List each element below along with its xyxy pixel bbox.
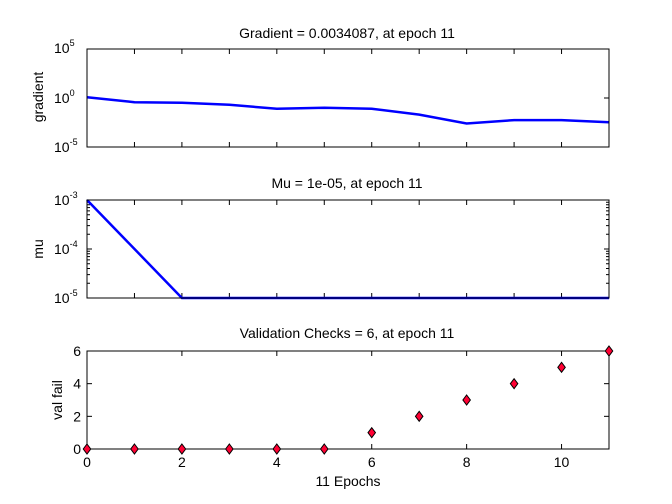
validation-point xyxy=(272,443,282,455)
x-tick-label: 10 xyxy=(554,454,570,470)
validation-point xyxy=(319,443,329,455)
gradient-series-line xyxy=(86,95,610,125)
gradient-title: Gradient = 0.0034087, at epoch 11 xyxy=(239,25,455,41)
validation-axes-box xyxy=(86,350,610,450)
validation-point xyxy=(367,426,377,439)
mu-ylabel: mu xyxy=(30,239,46,258)
x-tick-label: 8 xyxy=(463,454,471,470)
gradient-tick-marks xyxy=(86,48,610,148)
gradient-axes-box xyxy=(86,48,610,148)
validation-ylabel: val fail xyxy=(49,380,65,420)
mu-panel: Mu = 1e-05, at epoch 11 mu 10-3 10-4 10-… xyxy=(30,175,610,306)
gradient-panel: Gradient = 0.0034087, at epoch 11 gradie… xyxy=(30,25,610,155)
gradient-ytick-label: 100 xyxy=(54,88,75,106)
y-tick-label: 4 xyxy=(73,376,81,392)
mu-ytick-label: 10-5 xyxy=(54,288,78,306)
validation-point xyxy=(462,394,472,406)
validation-point xyxy=(130,443,139,455)
mu-series-line xyxy=(86,199,609,300)
mu-yticks: 10-3 10-4 10-5 xyxy=(54,190,78,306)
validation-xlabel: 11 Epochs xyxy=(315,473,380,489)
y-tick-label: 6 xyxy=(73,343,81,359)
validation-point xyxy=(177,443,187,455)
mu-ytick-label: 10-3 xyxy=(54,190,78,208)
gradient-ylabel: gradient xyxy=(30,72,46,123)
gradient-yticks: 105 100 10-5 xyxy=(54,38,78,155)
y-tick-label: 0 xyxy=(73,441,81,457)
validation-xtick-labels: 0 2 4 6 8 10 xyxy=(83,454,569,470)
validation-title: Validation Checks = 6, at epoch 11 xyxy=(240,325,455,341)
validation-point xyxy=(557,361,566,374)
y-tick-label: 2 xyxy=(73,408,81,424)
validation-point xyxy=(414,410,424,423)
gradient-ytick-label: 10-5 xyxy=(54,137,78,155)
validation-ytick-labels: 0 2 4 6 xyxy=(73,343,81,457)
x-tick-label: 0 xyxy=(83,454,91,470)
mu-title: Mu = 1e-05, at epoch 11 xyxy=(271,175,422,191)
validation-point xyxy=(224,443,234,455)
x-tick-label: 4 xyxy=(273,454,281,470)
mu-ytick-label: 10-4 xyxy=(54,239,78,257)
validation-panel: Validation Checks = 6, at epoch 11 val f… xyxy=(49,325,614,489)
validation-markers xyxy=(82,345,614,455)
gradient-ytick-label: 105 xyxy=(54,38,75,56)
x-tick-label: 2 xyxy=(178,454,186,470)
validation-point xyxy=(604,345,614,357)
x-tick-label: 6 xyxy=(368,454,376,470)
validation-point xyxy=(509,377,519,390)
mu-tick-marks xyxy=(86,199,610,299)
validation-point xyxy=(82,443,92,455)
mu-axes-box xyxy=(86,199,610,299)
validation-tick-marks xyxy=(86,350,609,450)
